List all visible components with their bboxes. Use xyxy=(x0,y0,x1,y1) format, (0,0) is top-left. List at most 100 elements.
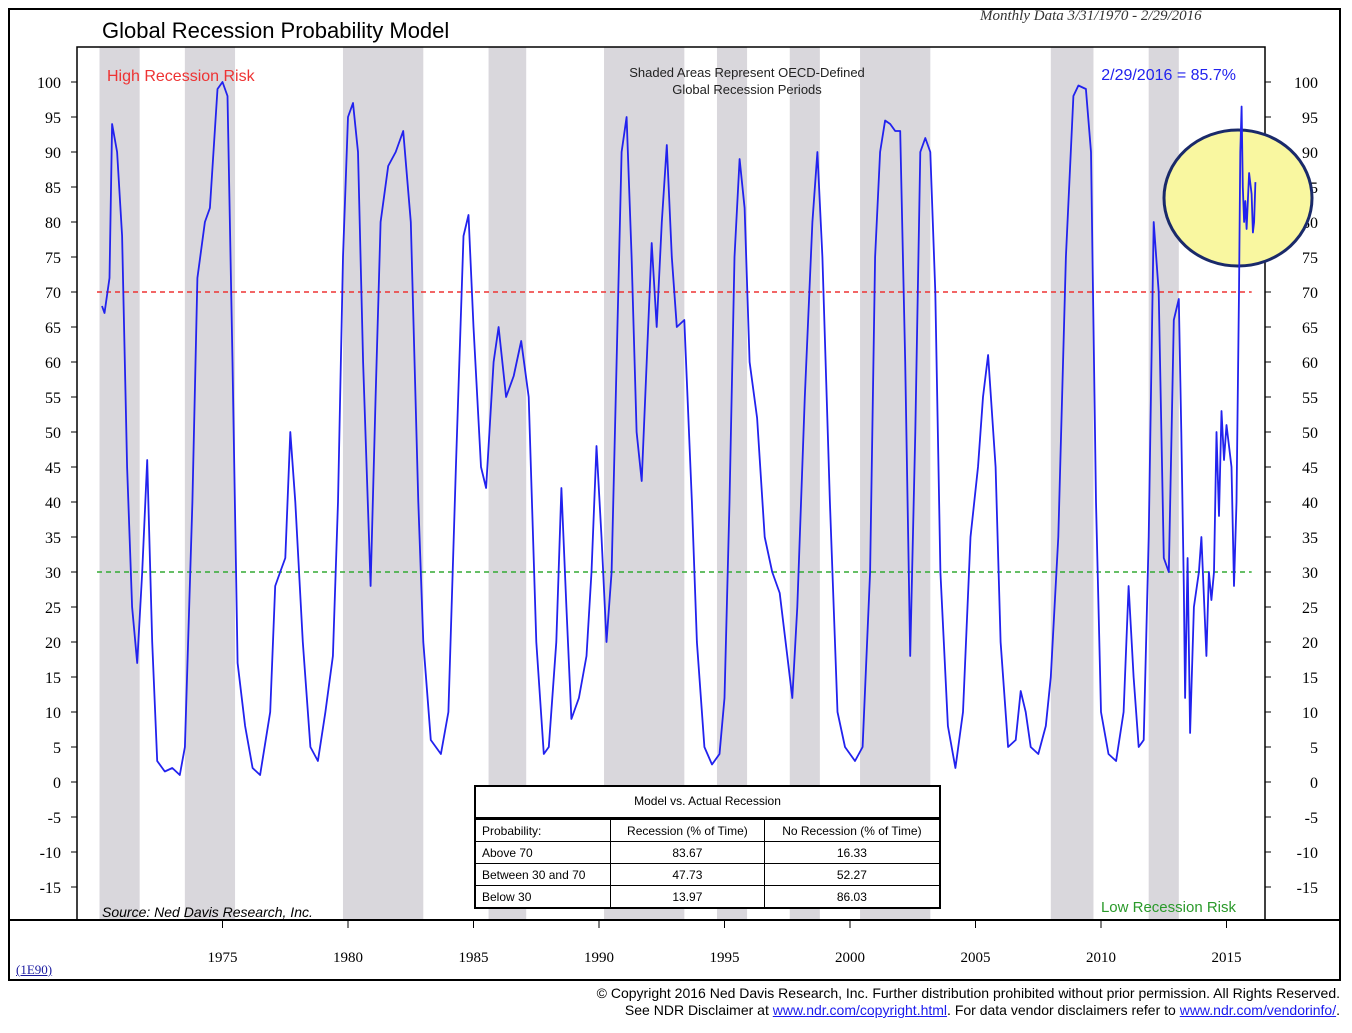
y-tick-label: 5 xyxy=(53,740,61,757)
stats-table: Model vs. Actual Recession Probability: … xyxy=(474,785,941,909)
recession-band xyxy=(1050,47,1094,920)
y-tick-label: -10 xyxy=(1297,845,1318,862)
y-tick-label: 0 xyxy=(53,775,61,792)
y-tick-label: 10 xyxy=(1302,705,1318,722)
vendorinfo-link[interactable]: www.ndr.com/vendorinfo/ xyxy=(1179,1002,1337,1018)
stats-header-cell: No Recession (% of Time) xyxy=(763,819,939,842)
y-tick-label: 30 xyxy=(45,565,61,582)
footer-text: See NDR Disclaimer at xyxy=(624,1002,773,1018)
copyright-link[interactable]: www.ndr.com/copyright.html xyxy=(772,1002,948,1018)
y-tick-label: 50 xyxy=(45,425,61,442)
y-tick-label: 65 xyxy=(45,320,61,337)
stats-cell: 16.33 xyxy=(763,841,939,864)
y-tick-label: 95 xyxy=(45,110,61,127)
shading-note-line2: Global Recession Periods xyxy=(672,82,822,97)
highlight-circle xyxy=(1162,128,1314,268)
y-tick-label: -15 xyxy=(40,880,61,897)
x-tick-label: 1980 xyxy=(333,950,363,966)
high-risk-label: High Recession Risk xyxy=(107,68,256,85)
x-tick-label: 1975 xyxy=(208,950,238,966)
y-tick-label: 15 xyxy=(1302,670,1318,687)
y-tick-label: 5 xyxy=(1310,740,1318,757)
x-tick-label: 2005 xyxy=(961,950,991,966)
y-tick-label: 25 xyxy=(45,600,61,617)
stats-row: Below 30 13.97 86.03 xyxy=(476,885,939,907)
y-tick-label: 85 xyxy=(45,180,61,197)
x-tick-label: 1990 xyxy=(584,950,614,966)
stats-cell: 13.97 xyxy=(610,885,765,907)
low-risk-label: Low Recession Risk xyxy=(1101,899,1237,916)
chart-subtitle: Monthly Data 3/31/1970 - 2/29/2016 xyxy=(980,8,1202,24)
stats-cell: Between 30 and 70 xyxy=(476,863,611,886)
series-line xyxy=(101,81,1257,776)
stats-cell: 47.73 xyxy=(610,863,765,886)
x-tick-label: 2015 xyxy=(1212,950,1242,966)
y-tick-label: 95 xyxy=(1302,110,1318,127)
y-tick-label: 35 xyxy=(45,530,61,547)
recession-band xyxy=(716,47,748,920)
y-tick-label: -5 xyxy=(48,810,61,827)
x-tick-label: 1995 xyxy=(710,950,740,966)
recession-shading-group xyxy=(99,47,1179,920)
y-tick-label: 90 xyxy=(45,145,61,162)
y-tick-label: -10 xyxy=(40,845,61,862)
y-tick-label: 80 xyxy=(45,215,61,232)
x-tick-label: 1985 xyxy=(459,950,489,966)
y-tick-label: 40 xyxy=(45,495,61,512)
stats-row: Above 70 83.67 16.33 xyxy=(476,841,939,864)
y-tick-label: 60 xyxy=(1302,355,1318,372)
stats-row: Between 30 and 70 47.73 52.27 xyxy=(476,863,939,886)
y-tick-label: 25 xyxy=(1302,600,1318,617)
recession-band xyxy=(488,47,527,920)
y-tick-label: 65 xyxy=(1302,320,1318,337)
y-tick-label: 15 xyxy=(45,670,61,687)
stats-header-cell: Recession (% of Time) xyxy=(610,819,765,842)
y-tick-label: -5 xyxy=(1305,810,1318,827)
stats-cell: 86.03 xyxy=(763,885,939,907)
y-tick-label: 55 xyxy=(45,390,61,407)
stats-table-title: Model vs. Actual Recession xyxy=(476,787,939,819)
y-tick-label: 60 xyxy=(45,355,61,372)
x-tick-label: 2000 xyxy=(835,950,865,966)
y-tick-label: 35 xyxy=(1302,530,1318,547)
y-tick-label: 55 xyxy=(1302,390,1318,407)
y-tick-label: 45 xyxy=(45,460,61,477)
y-tick-label: -15 xyxy=(1297,880,1318,897)
y-tick-label: 10 xyxy=(45,705,61,722)
chart-frame xyxy=(8,8,1341,981)
y-tick-label: 30 xyxy=(1302,565,1318,582)
stats-table-grid: Probability: Recession (% of Time) No Re… xyxy=(476,819,939,907)
stats-cell: Below 30 xyxy=(476,885,611,907)
y-tick-label: 20 xyxy=(1302,635,1318,652)
y-tick-label: 70 xyxy=(1302,285,1318,302)
footer-text: . For data vendor disclaimers refer to xyxy=(947,1002,1180,1018)
x-tick-label: 2010 xyxy=(1086,950,1116,966)
series-group xyxy=(101,81,1257,776)
recession-band xyxy=(99,47,140,920)
shading-note-line1: Shaded Areas Represent OECD-Defined xyxy=(629,65,865,80)
stats-cell: 52.27 xyxy=(763,863,939,886)
footer-disclaimer: See NDR Disclaimer at www.ndr.com/copyri… xyxy=(625,1002,1340,1018)
y-tick-label: 75 xyxy=(45,250,61,267)
y-tick-label: 50 xyxy=(1302,425,1318,442)
stats-header-row: Probability: Recession (% of Time) No Re… xyxy=(476,819,939,842)
recession-band xyxy=(342,47,424,920)
recession-band xyxy=(604,47,685,920)
y-tick-label: 45 xyxy=(1302,460,1318,477)
y-tick-label: 90 xyxy=(1302,145,1318,162)
series-code-link[interactable]: (1E90) xyxy=(16,962,53,977)
footer-text: . xyxy=(1336,1002,1340,1018)
footer-copyright: © Copyright 2016 Ned Davis Research, Inc… xyxy=(596,985,1340,1001)
y-tick-label: 100 xyxy=(1294,75,1318,92)
x-axis-ticks: 1975 1980 1985 1990 1995 2000 2005 2010 2015 xyxy=(208,920,1242,966)
source-label: Source: Ned Davis Research, Inc. xyxy=(102,904,313,920)
stats-header-cell: Probability: xyxy=(476,819,611,842)
y-tick-label: 100 xyxy=(37,75,61,92)
y-tick-label: 20 xyxy=(45,635,61,652)
y-tick-label: 70 xyxy=(45,285,61,302)
y-tick-label: 0 xyxy=(1310,775,1318,792)
stats-cell: 83.67 xyxy=(610,841,765,864)
y-axis-ticks: 1001009595909085858080757570706565606055… xyxy=(37,75,1318,897)
y-tick-label: 75 xyxy=(1302,250,1318,267)
